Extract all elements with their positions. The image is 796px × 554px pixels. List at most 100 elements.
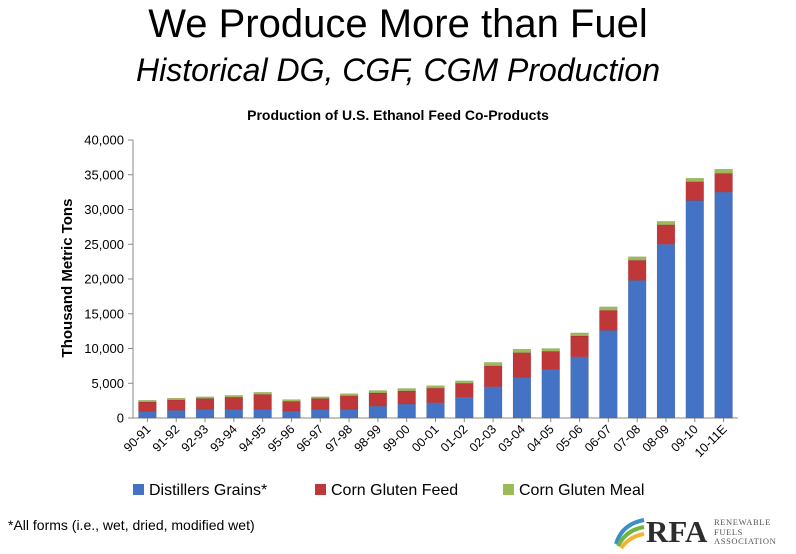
- x-tick-label: 03-04: [496, 422, 529, 455]
- rfa-logo: RFA RENEWABLE FUELS ASSOCIATION: [612, 514, 792, 550]
- x-tick-label: 10-11E: [692, 422, 730, 460]
- bar-segment: [541, 348, 560, 352]
- x-tick-label: 92-93: [179, 422, 212, 455]
- bar-segment: [282, 401, 301, 412]
- bar-segment: [253, 392, 272, 395]
- slide-title: We Produce More than Fuel: [148, 2, 648, 46]
- bar-segment: [656, 244, 676, 419]
- bar-segment: [627, 280, 647, 419]
- bar-segment: [368, 390, 388, 394]
- x-tick-label: 90-91: [121, 422, 154, 455]
- bar-segment: [224, 396, 244, 410]
- bar-segment: [455, 396, 474, 419]
- bar-segment: [483, 362, 503, 367]
- bar-segment: [253, 408, 272, 419]
- bar-segment: [656, 224, 676, 245]
- bar-segment: [138, 401, 157, 412]
- x-tick-label: 07-08: [611, 422, 644, 455]
- legend-item: Distillers Grains*: [133, 482, 267, 499]
- bar-segment: [311, 409, 330, 419]
- bar-segment: [685, 200, 704, 419]
- y-tick-label: 10,000: [84, 341, 124, 356]
- legend-swatch: [315, 484, 326, 495]
- legend: Distillers Grains* Corn Gluten Feed Corn G…: [133, 482, 644, 499]
- bar-segment: [195, 408, 215, 419]
- bar-segment: [339, 408, 359, 419]
- bar-segment: [253, 394, 272, 410]
- bar-segment: [599, 310, 618, 331]
- x-tick-label: 04-05: [524, 422, 557, 455]
- legend-swatch: [503, 484, 514, 495]
- bar-segment: [167, 399, 186, 411]
- bar-segment: [714, 191, 733, 419]
- bar-segment: [541, 369, 560, 419]
- bar-segment: [397, 403, 416, 419]
- bar-segment: [195, 398, 215, 410]
- y-tick-label: 5,000: [91, 376, 124, 391]
- slide-subtitle: Historical DG, CGF, CGM Production: [136, 52, 660, 88]
- bar-segment: [656, 221, 676, 226]
- bar-segment: [339, 395, 359, 410]
- bar-segment: [138, 411, 157, 419]
- x-tick-label: 93-94: [207, 422, 240, 455]
- x-tick-label: 05-06: [553, 422, 586, 455]
- bar-segment: [570, 356, 589, 419]
- bar-segment: [512, 348, 532, 353]
- y-tick-label: 25,000: [84, 237, 124, 252]
- bar-segment: [311, 396, 330, 399]
- x-tick-label: 00-01: [409, 422, 442, 455]
- y-tick-label: 30,000: [84, 202, 124, 217]
- y-tick-label: 35,000: [84, 167, 124, 182]
- bar-segment: [138, 400, 157, 403]
- bar-segment: [714, 168, 733, 174]
- logo-tagline-line: FUELS: [714, 526, 743, 537]
- logo-tagline: RENEWABLE FUELS ASSOCIATION: [714, 517, 777, 547]
- bar-segment: [167, 397, 186, 401]
- bar-segment: [311, 398, 330, 410]
- bar-segment: [426, 402, 445, 419]
- footnote: *All forms (i.e., wet, dried, modified w…: [8, 517, 255, 533]
- bar-segment: [224, 408, 244, 419]
- y-tick-label: 15,000: [84, 306, 124, 321]
- bar-segment: [455, 383, 474, 398]
- bar-segment: [685, 181, 704, 201]
- bar-segment: [483, 365, 503, 387]
- bar-segment: [397, 390, 416, 405]
- bar-segment: [368, 392, 388, 407]
- x-tick-label: 06-07: [582, 422, 615, 455]
- logo-letters: RFA: [646, 514, 708, 549]
- x-tick-label: 02-03: [467, 422, 500, 455]
- bar-segment: [455, 380, 474, 384]
- y-tick-label: 40,000: [84, 133, 124, 148]
- bar-segment: [599, 306, 618, 311]
- legend-item: Corn Gluten Feed: [315, 482, 458, 499]
- bar-segment: [426, 387, 445, 403]
- chart-title: Production of U.S. Ethanol Feed Co-Produ…: [247, 107, 549, 123]
- logo-tagline-line: ASSOCIATION: [714, 536, 777, 546]
- bar-segment: [512, 377, 532, 419]
- x-tick-label: 91-92: [150, 422, 183, 455]
- bar-segment: [570, 335, 589, 358]
- bar-segment: [483, 386, 503, 419]
- x-tick-label: 98-99: [351, 422, 384, 455]
- bar-segment: [685, 177, 704, 182]
- y-tick-label: 0: [117, 411, 124, 426]
- bar-segment: [714, 173, 733, 193]
- legend-label: Corn Gluten Feed: [331, 482, 458, 499]
- bar-segment: [282, 399, 301, 402]
- bar-segment: [195, 396, 215, 399]
- legend-swatch: [133, 484, 144, 495]
- bar-segment: [570, 332, 589, 337]
- x-tick-label: 95-96: [265, 422, 298, 455]
- legend-label: Corn Gluten Meal: [519, 482, 644, 499]
- bar-segment: [426, 385, 445, 389]
- bar-segment: [541, 351, 560, 370]
- logo-tagline-line: RENEWABLE: [714, 517, 771, 527]
- x-tick-label: 96-97: [294, 422, 327, 455]
- bar-segment: [224, 395, 244, 398]
- bar-segment: [512, 352, 532, 378]
- x-tick-label: 08-09: [640, 422, 673, 455]
- x-tick-label: 99-00: [380, 422, 413, 455]
- bar-segment: [368, 405, 388, 419]
- x-tick-label: 01-02: [438, 422, 471, 455]
